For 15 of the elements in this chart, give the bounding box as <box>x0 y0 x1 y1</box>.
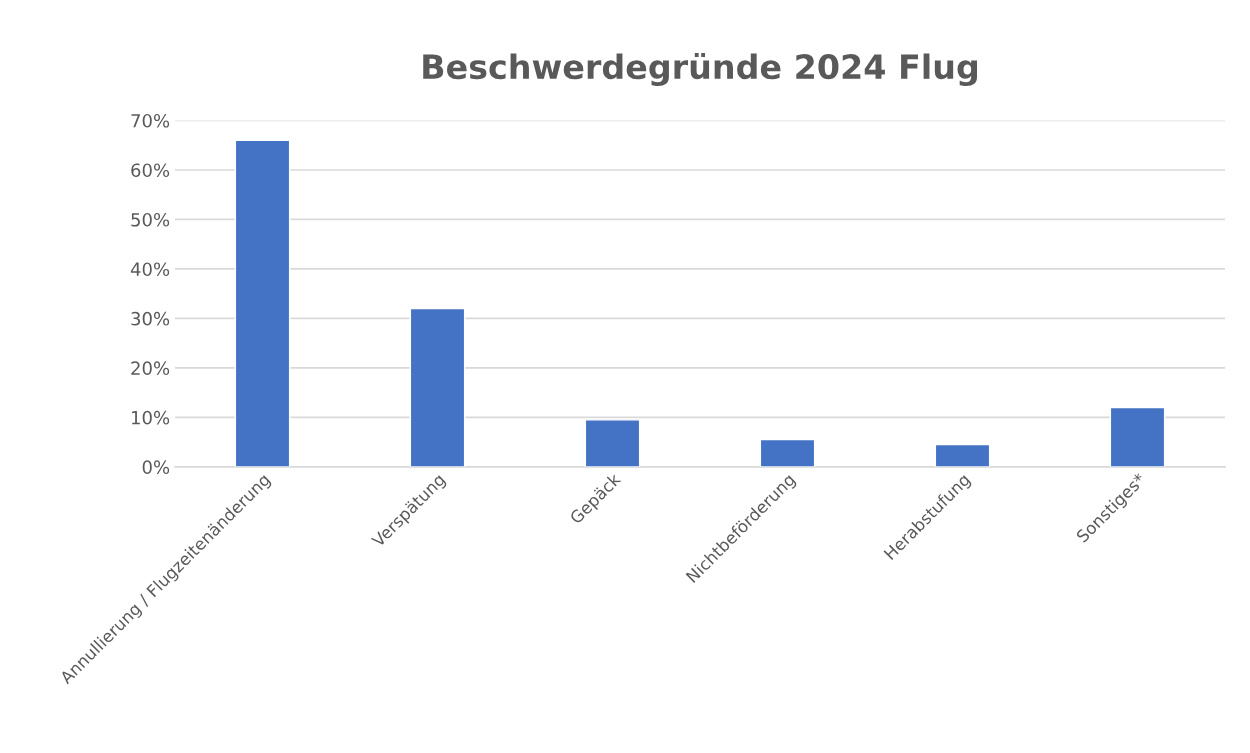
y-tick-label: 40% <box>130 262 170 277</box>
bar <box>234 139 291 467</box>
bar <box>584 419 641 467</box>
y-tick-label: 60% <box>131 163 170 178</box>
bar <box>1109 406 1166 467</box>
chart-title: Beschwerdegründe 2024 Flug <box>423 53 978 87</box>
bar <box>759 438 816 467</box>
y-tick-label: 20% <box>131 361 170 376</box>
y-tick-label: 0% <box>142 460 170 474</box>
bar <box>409 307 466 467</box>
y-tick-label: 70% <box>131 113 170 128</box>
y-tick-label: 10% <box>131 410 170 425</box>
y-tick-label: 50% <box>131 212 170 227</box>
bar <box>934 443 991 467</box>
y-tick-label: 30% <box>131 311 170 326</box>
